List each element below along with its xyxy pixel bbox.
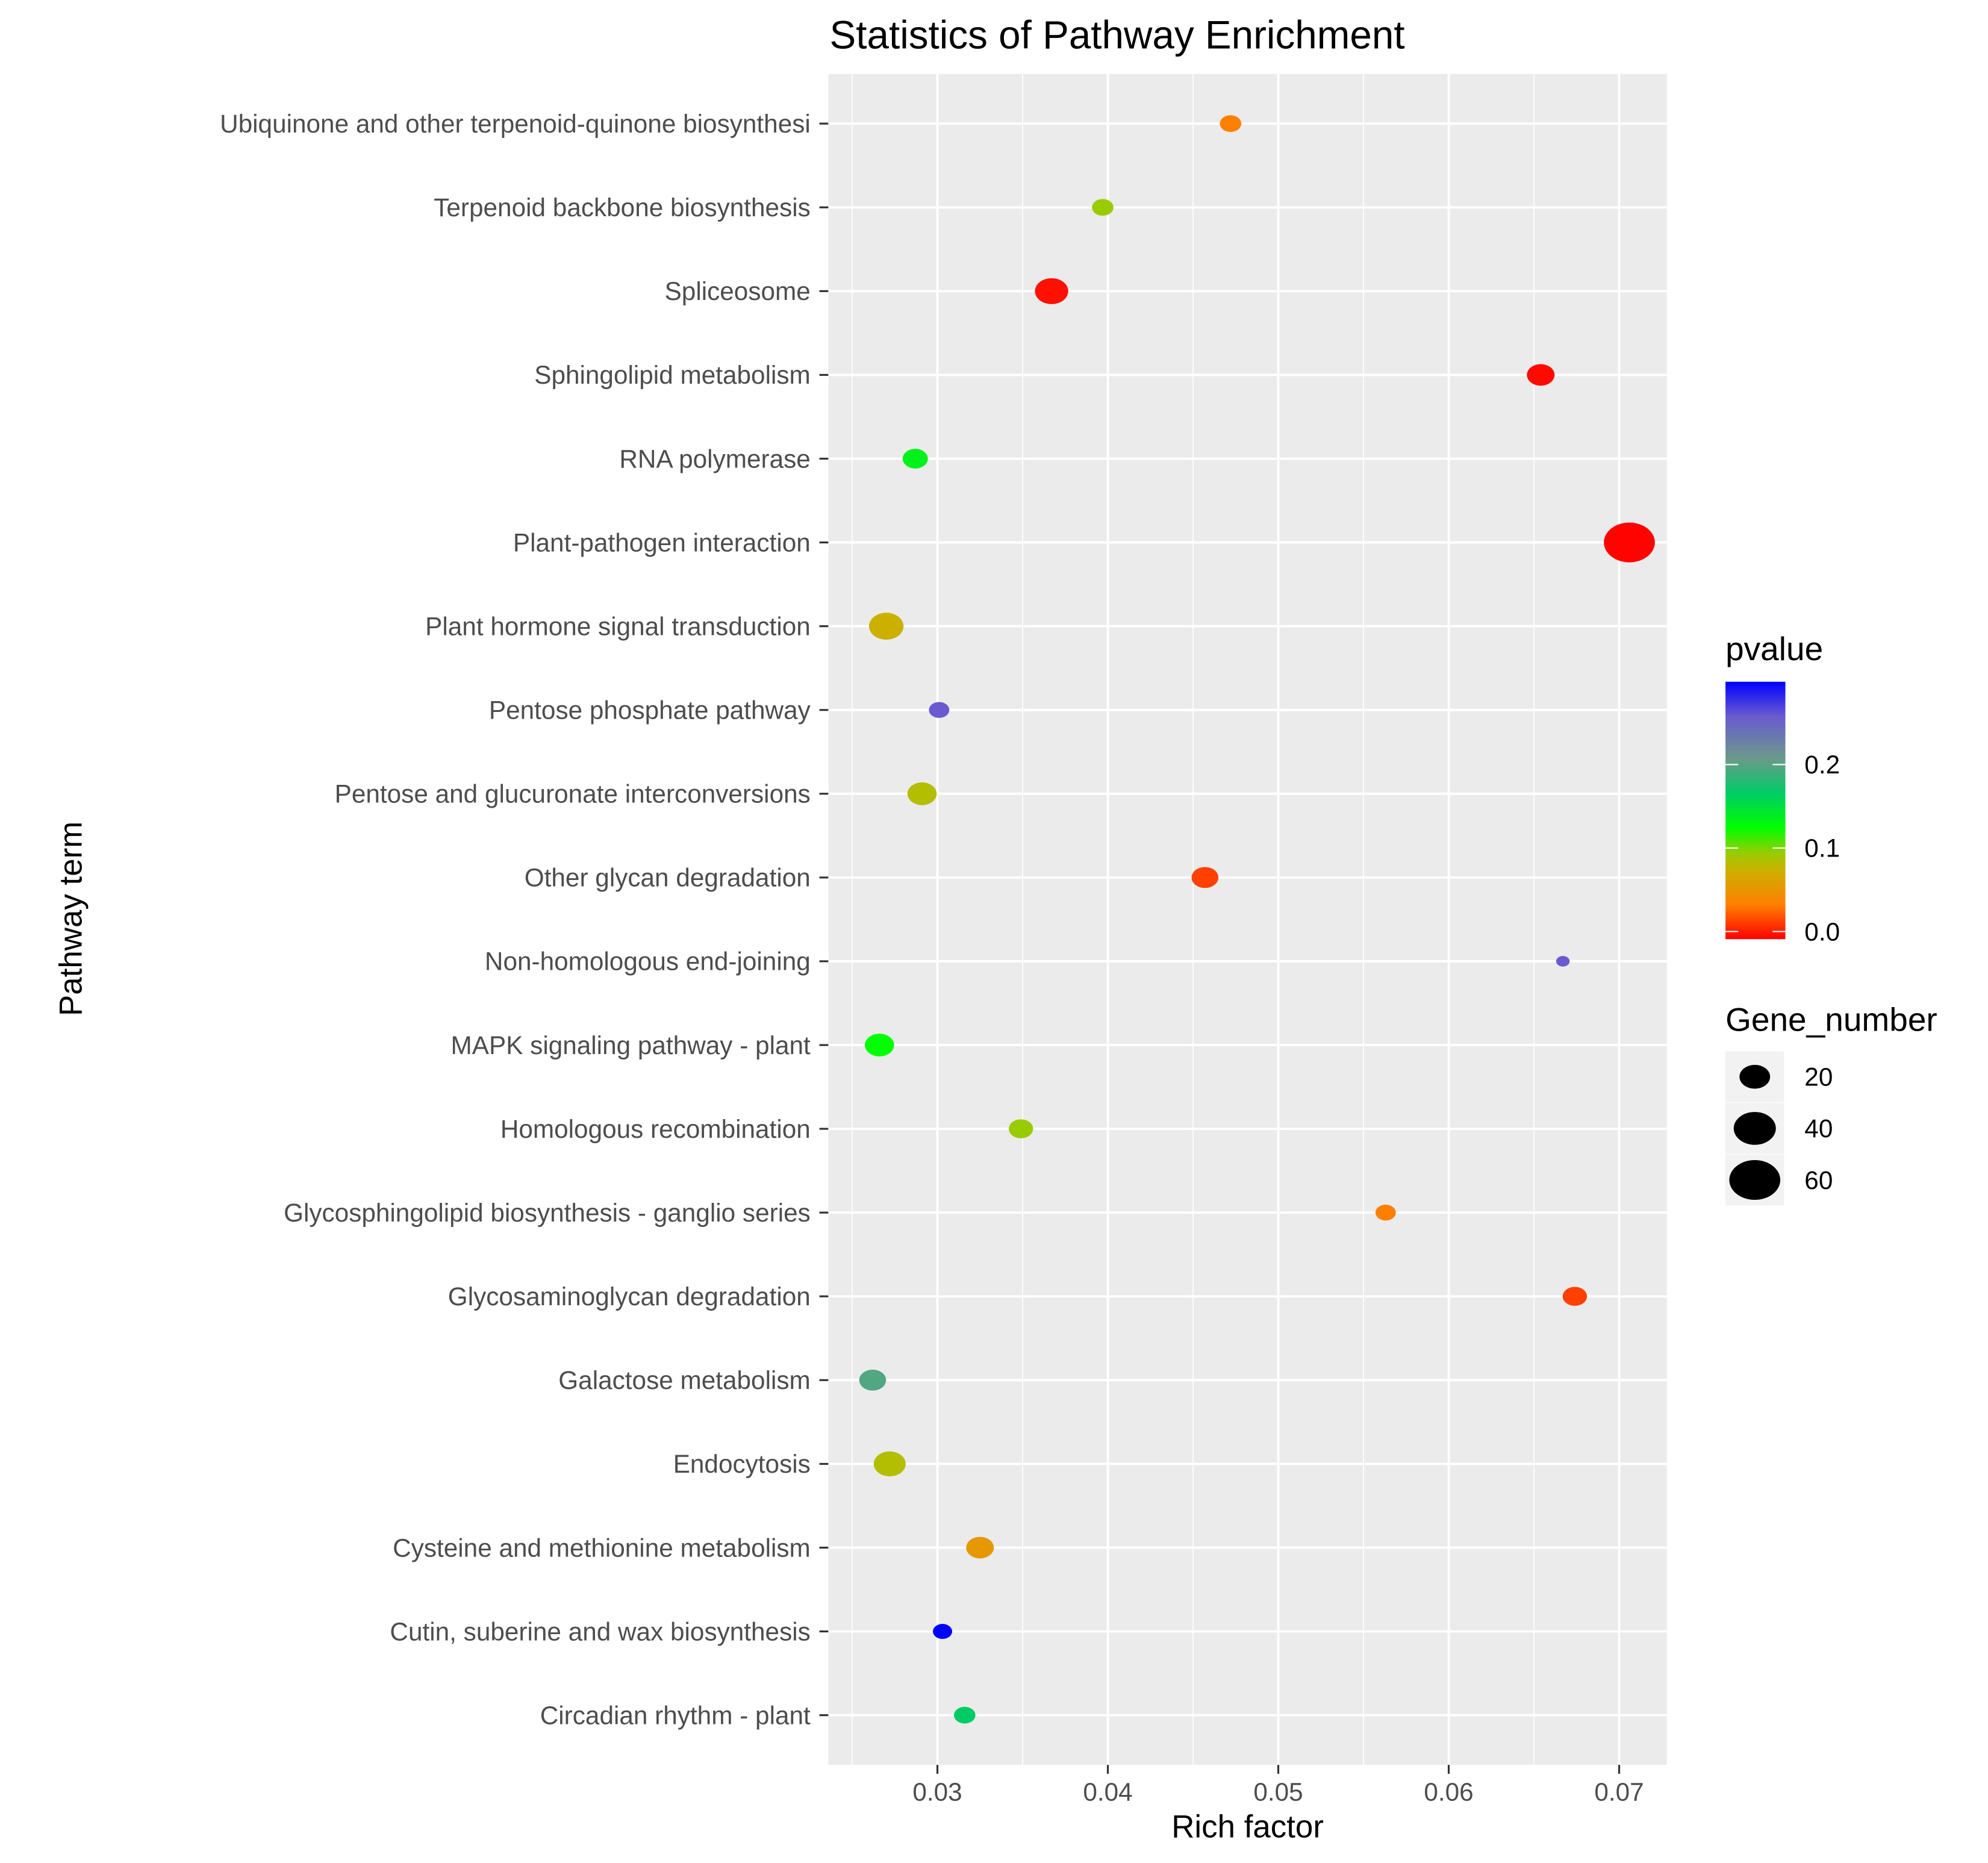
y-tick-label: Glycosphingolipid biosynthesis - ganglio… [284, 1199, 811, 1227]
x-axis: 0.03 0.04 0.05 0.06 0.07 [912, 1765, 1644, 1806]
pvalue-colorbar [1725, 681, 1786, 940]
x-axis-title: Rich factor [1171, 1809, 1324, 1845]
y-tick-label: Sphingolipid metabolism [534, 361, 811, 389]
data-point [1562, 1287, 1588, 1306]
y-tick-label: Homologous recombination [500, 1115, 811, 1143]
y-axis: Ubiquinone and other terpenoid-quinone b… [220, 110, 829, 1729]
data-point [865, 1034, 894, 1056]
chart-title: Statistics of Pathway Enrichment [830, 13, 1405, 57]
pvalue-legend: pvalue 0.0 0.1 0.2 [1725, 630, 1840, 946]
data-point [1556, 956, 1570, 967]
y-tick-label: MAPK signaling pathway - plant [451, 1031, 811, 1059]
y-tick-label: Glycosaminoglycan degradation [448, 1282, 811, 1311]
y-axis-title: Pathway term [53, 822, 89, 1016]
size-key-point [1739, 1064, 1771, 1089]
data-point [859, 1369, 886, 1391]
y-tick-label: Cysteine and methionine metabolism [393, 1534, 811, 1562]
data-point [1008, 1119, 1033, 1138]
y-tick-label: Other glycan degradation [525, 864, 811, 892]
y-tick-label: Galactose metabolism [558, 1366, 810, 1394]
y-tick-label: Cutin, suberine and wax biosynthesis [390, 1617, 810, 1646]
y-tick-label: Plant-pathogen interaction [513, 528, 811, 557]
x-tick-label: 0.07 [1594, 1777, 1644, 1806]
data-point [907, 782, 937, 805]
gene-number-legend-title: Gene_number [1725, 1001, 1937, 1038]
data-point [953, 1706, 976, 1724]
data-point [929, 702, 950, 718]
colorbar-tick-label: 0.2 [1804, 751, 1840, 779]
y-tick-label: Non-homologous end-joining [485, 947, 811, 976]
x-tick-label: 0.03 [912, 1777, 962, 1806]
y-tick-label: Ubiquinone and other terpenoid-quinone b… [220, 110, 811, 138]
y-tick-label: Pentose phosphate pathway [489, 696, 811, 725]
data-point [1220, 115, 1242, 133]
data-point [1191, 867, 1219, 888]
plot-panel [828, 73, 1667, 1765]
colorbar-tick-label: 0.1 [1804, 834, 1840, 863]
data-point [1375, 1204, 1396, 1221]
data-point [966, 1537, 994, 1559]
colorbar-tick-label: 0.0 [1804, 917, 1840, 946]
y-tick-label: Spliceosome [665, 277, 811, 305]
gene-number-legend: Gene_number 20 40 60 [1725, 1001, 1937, 1206]
data-point [1527, 364, 1555, 386]
x-tick-label: 0.05 [1253, 1777, 1303, 1806]
data-point [1092, 199, 1114, 216]
size-key-label: 60 [1804, 1166, 1833, 1194]
size-key-point [1733, 1112, 1776, 1145]
y-tick-label: RNA polymerase [619, 445, 810, 473]
y-tick-label: Endocytosis [673, 1450, 811, 1478]
y-tick-label: Terpenoid backbone biosynthesis [434, 193, 811, 222]
y-tick-label: Circadian rhythm - plant [540, 1701, 811, 1729]
size-key-point [1729, 1160, 1781, 1200]
x-tick-label: 0.06 [1424, 1777, 1473, 1806]
data-point [902, 449, 928, 469]
size-key-label: 20 [1804, 1063, 1833, 1091]
size-key-label: 40 [1804, 1114, 1833, 1143]
pvalue-legend-title: pvalue [1725, 630, 1823, 667]
data-point [933, 1624, 953, 1639]
data-point [1035, 278, 1068, 304]
y-tick-label: Plant hormone signal transduction [425, 612, 811, 640]
data-points [859, 115, 1655, 1724]
data-point [873, 1451, 906, 1477]
data-point [1604, 522, 1655, 563]
x-tick-label: 0.04 [1083, 1777, 1132, 1806]
data-point [868, 613, 904, 640]
y-tick-label: Pentose and glucuronate interconversions [335, 780, 811, 808]
